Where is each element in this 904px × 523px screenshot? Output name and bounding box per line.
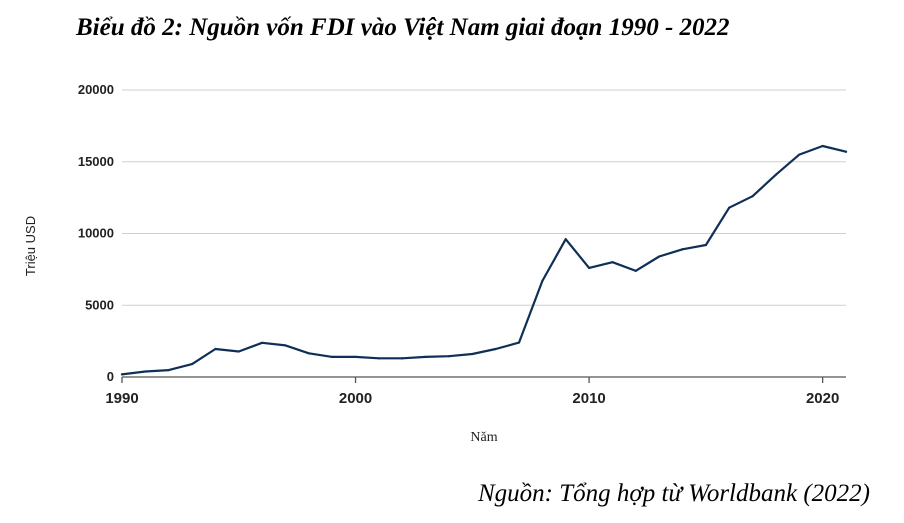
- data-point-2013: [658, 255, 661, 258]
- data-point-1991: [144, 370, 147, 373]
- x-axis-label: Năm: [470, 430, 497, 445]
- x-tick-label: 2000: [339, 390, 372, 407]
- data-point-2020: [821, 144, 824, 148]
- gridlines: [122, 89, 846, 306]
- data-point-1994: [214, 347, 217, 351]
- x-tick-label: 2020: [806, 390, 839, 407]
- series-layer: [120, 144, 848, 376]
- data-point-2012: [634, 269, 637, 272]
- data-point-2003: [424, 355, 427, 359]
- data-point-1997: [284, 344, 287, 347]
- tick-labels: 0 5000 10000 15000 20000 1990 2000 2010 2020: [78, 82, 839, 407]
- data-point-2001: [377, 357, 381, 360]
- data-point-2008: [541, 279, 544, 282]
- y-axis-label: Triệu USD: [23, 216, 38, 276]
- data-point-1999: [331, 355, 334, 359]
- data-point-2009: [564, 238, 567, 241]
- data-point-1995: [237, 350, 240, 353]
- series-line: [120, 144, 848, 376]
- data-point-2002: [401, 357, 404, 360]
- y-tick-label: 10000: [78, 226, 114, 241]
- data-point-1998: [307, 352, 310, 355]
- data-point-2019: [798, 153, 801, 156]
- data-point-2015: [704, 243, 707, 247]
- data-point-1996: [261, 341, 264, 344]
- data-point-2007: [517, 341, 521, 344]
- data-point-2018: [774, 173, 778, 176]
- data-point-2011: [611, 261, 614, 264]
- y-tick-label: 5000: [85, 297, 114, 312]
- data-point-2000: [354, 355, 357, 359]
- axes: [121, 376, 846, 383]
- data-point-2017: [751, 195, 754, 198]
- y-tick-label: 20000: [78, 82, 114, 97]
- x-tick-label: 2010: [572, 390, 605, 407]
- data-point-2016: [728, 206, 731, 209]
- x-tick-label: 1990: [105, 390, 138, 407]
- data-point-1993: [190, 362, 194, 366]
- y-tick-label: 0: [107, 369, 114, 384]
- data-point-2004: [447, 355, 451, 358]
- data-point-2006: [494, 347, 497, 351]
- data-point-1990: [120, 373, 124, 376]
- data-point-2010: [587, 266, 591, 270]
- data-point-1992: [167, 369, 170, 372]
- chart-title: Biểu đồ 2: Nguồn vốn FDI vào Việt Nam gi…: [76, 14, 730, 41]
- data-point-2021: [844, 150, 848, 153]
- source-note: Nguồn: Tổng hợp từ Worldbank (2022): [477, 480, 870, 507]
- data-point-2005: [471, 352, 474, 356]
- data-point-2014: [681, 248, 684, 251]
- y-tick-label: 15000: [78, 154, 114, 169]
